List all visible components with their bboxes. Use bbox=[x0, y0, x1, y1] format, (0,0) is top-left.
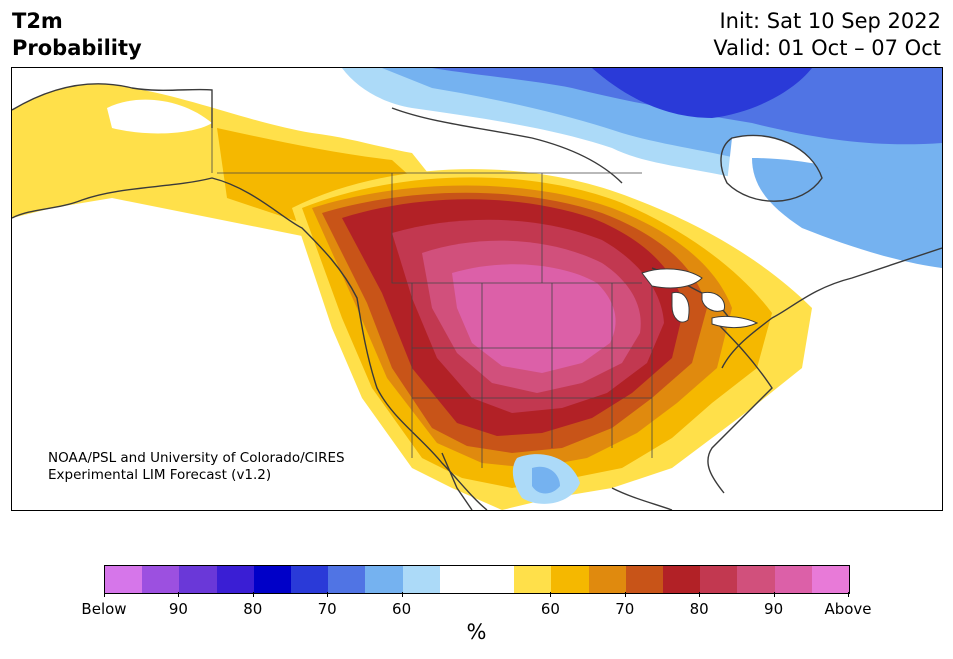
colorbar-swatch-5 bbox=[291, 566, 329, 593]
great-lakes bbox=[641, 268, 759, 329]
colorbar-swatch-15 bbox=[663, 566, 701, 593]
colorbar-ticks: Below 90 80 70 60 60 70 80 90 Above bbox=[81, 592, 872, 622]
colorbar-tick-mark bbox=[178, 592, 180, 597]
colorbar-tick-mark bbox=[773, 592, 775, 597]
colorbar-swatch-10 bbox=[477, 566, 515, 593]
colorbar bbox=[104, 565, 850, 594]
colorbar-tick-mark bbox=[699, 592, 701, 597]
title-line-type: Probability bbox=[12, 36, 142, 60]
colorbar-tick-mark bbox=[401, 592, 403, 597]
colorbar-swatch-18 bbox=[774, 566, 812, 593]
colorbar-tick-mark bbox=[624, 592, 626, 597]
colorbar-tick-label: 90 bbox=[764, 600, 784, 618]
colorbar-tick-label: 90 bbox=[168, 600, 188, 618]
colorbar-tick-label: Below bbox=[81, 600, 127, 618]
forecast-dates: Init: Sat 10 Sep 2022 Valid: 01 Oct – 07… bbox=[713, 8, 941, 62]
colorbar-swatch-4 bbox=[253, 566, 292, 593]
colorbar-tick-label: 70 bbox=[615, 600, 635, 618]
colorbar-swatch-7 bbox=[365, 566, 403, 593]
colorbar-swatch-13 bbox=[588, 566, 626, 593]
valid-date-label: Valid: 01 Oct – 07 Oct bbox=[713, 36, 941, 60]
credit-line-org: NOAA/PSL and University of Colorado/CIRE… bbox=[48, 450, 345, 466]
map-panel bbox=[11, 67, 943, 511]
map-title: T2m Probability bbox=[12, 8, 142, 62]
colorbar-swatch-9 bbox=[439, 566, 478, 593]
colorbar-tick-label: 60 bbox=[540, 600, 560, 618]
colorbar-swatch-19 bbox=[811, 566, 850, 593]
colorbar-tick-label: 80 bbox=[243, 600, 263, 618]
colorbar-tick-mark bbox=[848, 592, 849, 597]
us-above-95 bbox=[452, 264, 616, 373]
political-borders bbox=[211, 90, 653, 468]
colorbar-swatch-12 bbox=[551, 566, 589, 593]
alaska-white-gap bbox=[107, 99, 212, 134]
title-line-variable: T2m bbox=[12, 9, 63, 33]
colorbar-tick-mark bbox=[252, 592, 254, 597]
mexico-below-65 bbox=[532, 466, 560, 494]
colorbar-swatch-1 bbox=[142, 566, 180, 593]
colorbar-swatch-8 bbox=[402, 566, 440, 593]
colorbar-swatch-3 bbox=[216, 566, 254, 593]
colorbar-tick-label: 80 bbox=[689, 600, 709, 618]
colorbar-tick-label: Above bbox=[824, 600, 872, 618]
forecast-map bbox=[12, 68, 942, 510]
labrador-below-60 bbox=[752, 158, 942, 268]
colorbar-swatch-11 bbox=[514, 566, 552, 593]
colorbar-tick-mark bbox=[550, 592, 552, 597]
colorbar-tick-label: 70 bbox=[317, 600, 337, 618]
colorbar-swatch-0 bbox=[105, 566, 143, 593]
colorbar-tick-mark bbox=[104, 592, 105, 597]
colorbar-tick-label: 60 bbox=[392, 600, 412, 618]
colorbar-swatch-16 bbox=[700, 566, 738, 593]
colorbar-swatch-6 bbox=[328, 566, 366, 593]
credit-line-model: Experimental LIM Forecast (v1.2) bbox=[48, 467, 272, 483]
arctic-below-75 bbox=[592, 68, 812, 118]
colorbar-unit-label: % bbox=[466, 620, 487, 644]
colorbar-swatch-14 bbox=[625, 566, 664, 593]
colorbar-tick-mark bbox=[327, 592, 329, 597]
colorbar-swatch-2 bbox=[179, 566, 217, 593]
map-credit: NOAA/PSL and University of Colorado/CIRE… bbox=[48, 450, 345, 484]
coastlines bbox=[12, 83, 942, 510]
colorbar-swatch-17 bbox=[737, 566, 775, 593]
init-date-label: Init: Sat 10 Sep 2022 bbox=[719, 9, 941, 33]
